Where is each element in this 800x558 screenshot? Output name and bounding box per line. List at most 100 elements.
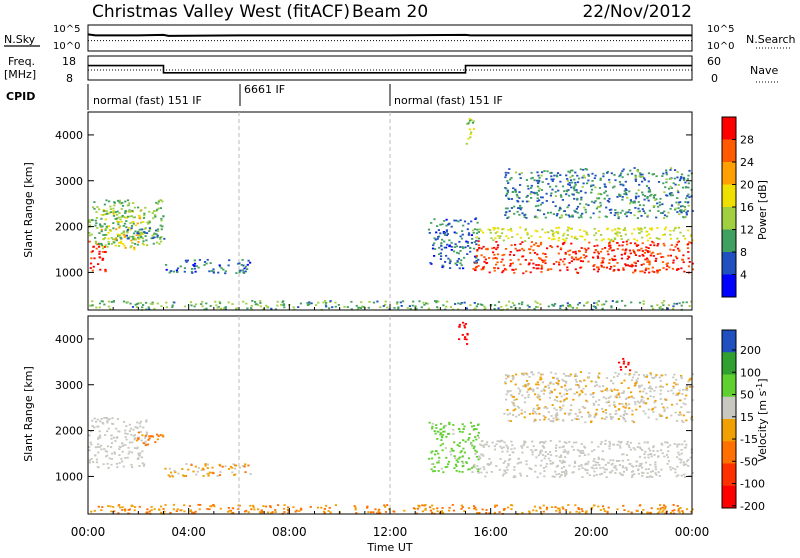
freq-right-tick-top: 60 [707, 55, 721, 68]
data-cell-5 [551, 462, 554, 465]
data-cell-1 [100, 213, 103, 216]
data-cell-9 [608, 178, 611, 181]
data-cell-6 [537, 371, 540, 374]
data-cell-9 [536, 194, 539, 196]
data-cell-3 [474, 506, 477, 509]
data-cell-5 [584, 446, 587, 449]
data-cell-5 [616, 300, 619, 303]
data-cell-7 [601, 259, 604, 262]
data-cell-6 [612, 382, 615, 385]
data-cell-7 [649, 254, 652, 257]
data-cell-5 [666, 463, 669, 465]
data-cell-5 [547, 453, 550, 455]
data-cell-6 [574, 375, 577, 377]
data-cell-5 [415, 307, 418, 310]
data-cell-7 [633, 250, 636, 253]
data-cell-5 [667, 304, 670, 307]
data-cell-6 [459, 262, 462, 265]
data-cell-5 [593, 470, 596, 473]
data-cell-6 [448, 239, 451, 242]
data-cell-6 [609, 395, 612, 398]
data-cell-5 [529, 468, 532, 470]
data-cell-5 [131, 306, 135, 308]
data-cell-7 [525, 270, 528, 273]
data-cell-5 [510, 440, 513, 443]
data-cell-6 [631, 376, 635, 379]
data-cell-5 [412, 300, 415, 303]
data-cell-5 [482, 454, 485, 457]
data-cell-0 [115, 437, 118, 439]
data-cell-8 [650, 229, 653, 231]
data-cell-5 [135, 306, 139, 308]
data-cell-2 [126, 230, 129, 233]
data-cell-5 [360, 301, 363, 304]
data-cell-6 [676, 394, 679, 397]
data-cell-6 [688, 379, 691, 381]
data-cell-2 [140, 221, 143, 224]
data-cell-7 [576, 272, 580, 274]
data-cell-6 [683, 397, 686, 400]
data-cell-9 [637, 189, 640, 192]
data-cell-4 [438, 431, 441, 433]
data-cell-9 [573, 185, 576, 188]
data-cell-6 [550, 415, 553, 417]
data-cell-5 [544, 440, 547, 443]
data-cell-5 [484, 475, 487, 478]
data-cell-2 [90, 233, 93, 236]
data-cell-5 [680, 474, 683, 477]
data-cell-8 [676, 237, 679, 240]
cpid-label: CPID [6, 90, 35, 103]
data-cell-3 [556, 507, 560, 510]
data-cell-7 [667, 254, 670, 257]
data-cell-5 [593, 302, 596, 304]
data-cell-4 [458, 428, 461, 430]
data-cell-0 [127, 452, 130, 455]
data-cell-3 [416, 507, 420, 510]
data-cell-6 [546, 407, 549, 410]
data-cell-7 [567, 250, 570, 253]
data-cell-3 [93, 509, 96, 512]
data-cell-6 [650, 387, 653, 390]
data-cell-0 [128, 450, 131, 453]
data-cell-7 [607, 253, 610, 256]
data-cell-6 [595, 408, 598, 411]
data-cell-2 [96, 206, 99, 208]
data-cell-9 [565, 174, 568, 177]
data-cell-3 [198, 508, 201, 511]
data-cell-9 [505, 194, 508, 197]
data-cell-0 [131, 466, 134, 468]
data-cell-4 [190, 270, 193, 273]
data-cell-6 [548, 397, 551, 399]
data-cell-5 [554, 303, 557, 305]
data-cell-0 [91, 269, 94, 272]
data-cell-6 [639, 385, 642, 388]
data-cell-7 [504, 248, 508, 250]
data-cell-5 [595, 464, 598, 466]
data-cell-6 [622, 390, 625, 393]
data-cell-7 [502, 269, 505, 272]
data-cell-5 [637, 472, 640, 475]
data-cell-4 [439, 433, 442, 436]
data-cell-9 [606, 194, 609, 197]
data-cell-9 [582, 174, 585, 177]
data-cell-9 [621, 170, 624, 173]
data-cell-7 [463, 338, 466, 340]
data-cell-7 [625, 264, 628, 267]
data-cell-8 [550, 229, 553, 232]
data-cell-2 [204, 464, 207, 467]
data-cell-5 [634, 448, 637, 451]
data-cell-9 [583, 206, 586, 209]
data-cell-2 [157, 230, 160, 233]
data-cell-8 [606, 227, 609, 230]
data-cell-8 [620, 368, 623, 371]
data-cell-5 [568, 304, 571, 306]
data-cell-3 [163, 237, 166, 240]
data-cell-5 [564, 475, 567, 477]
data-cell-7 [601, 257, 604, 259]
data-cell-6 [459, 246, 462, 248]
data-cell-6 [672, 376, 675, 379]
data-cell-4 [463, 425, 466, 428]
data-cell-4 [458, 442, 461, 444]
data-cell-7 [665, 263, 668, 265]
data-cell-1 [115, 228, 118, 231]
